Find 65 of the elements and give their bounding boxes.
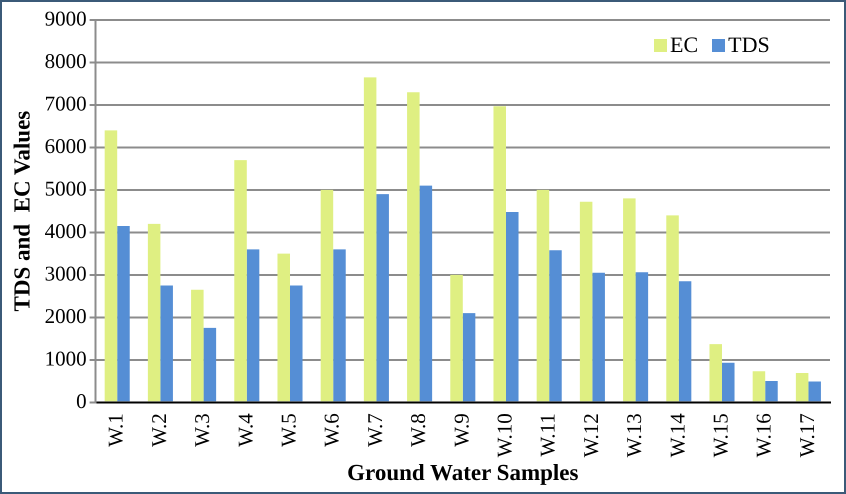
bar bbox=[333, 249, 346, 402]
x-tick-label: W.9 bbox=[449, 413, 474, 447]
bar bbox=[592, 272, 605, 402]
bar bbox=[752, 371, 766, 402]
y-tick-label: 6000 bbox=[44, 134, 87, 158]
bar bbox=[796, 372, 808, 402]
bar bbox=[290, 285, 303, 402]
x-tick-label: W.6 bbox=[320, 413, 344, 447]
bar bbox=[420, 186, 432, 402]
bar bbox=[623, 198, 636, 402]
bar bbox=[506, 212, 519, 402]
x-tick-label: W.10 bbox=[492, 413, 517, 458]
legend-label: EC bbox=[670, 32, 698, 58]
x-tick-label: W.3 bbox=[190, 413, 214, 447]
x-axis-title: Ground Water Samples bbox=[347, 460, 579, 486]
bar bbox=[709, 344, 722, 402]
bar bbox=[549, 250, 562, 402]
bar bbox=[234, 160, 247, 402]
x-tick-label: W.4 bbox=[233, 412, 258, 447]
bar bbox=[462, 313, 476, 402]
bar bbox=[450, 274, 463, 402]
y-tick-label: 2000 bbox=[44, 304, 87, 328]
bar bbox=[722, 362, 735, 402]
x-tick-label: W.15 bbox=[708, 413, 733, 458]
x-tick-label: W.5 bbox=[276, 413, 301, 447]
bar bbox=[765, 381, 778, 402]
bar bbox=[678, 281, 692, 402]
x-tick-label: W.2 bbox=[146, 413, 171, 447]
y-tick-label: 8000 bbox=[44, 48, 87, 73]
bar bbox=[104, 130, 118, 402]
bar bbox=[277, 254, 290, 402]
bar bbox=[364, 77, 376, 402]
x-tick-label: W.8 bbox=[406, 413, 430, 447]
x-tick-label: W.12 bbox=[578, 413, 603, 458]
bar bbox=[246, 249, 260, 402]
bar bbox=[160, 285, 173, 402]
bar bbox=[808, 381, 821, 402]
bar bbox=[580, 202, 592, 402]
bar bbox=[204, 328, 216, 402]
y-tick-label: 7000 bbox=[44, 91, 87, 116]
bar bbox=[376, 194, 389, 402]
y-tick-label: 1000 bbox=[44, 346, 87, 370]
bar bbox=[636, 272, 648, 402]
bar bbox=[666, 215, 679, 402]
y-tick-label: 4000 bbox=[44, 218, 87, 243]
x-tick-label: W.13 bbox=[622, 413, 646, 458]
bar bbox=[320, 190, 334, 402]
x-tick-label: W.17 bbox=[794, 413, 819, 458]
legend-label: TDS bbox=[728, 32, 770, 58]
x-tick-label: W.1 bbox=[104, 413, 128, 447]
x-tick-label: W.14 bbox=[665, 412, 690, 458]
bar bbox=[407, 92, 420, 402]
x-tick-label: W.11 bbox=[536, 413, 560, 457]
y-axis-title: TDS and EC Values bbox=[10, 110, 35, 312]
bar bbox=[493, 106, 506, 402]
x-tick-label: W.16 bbox=[752, 413, 776, 458]
y-tick-label: 3000 bbox=[44, 261, 87, 286]
bar bbox=[117, 226, 130, 402]
bar bbox=[191, 290, 204, 402]
y-tick-label: 0 bbox=[76, 388, 87, 413]
x-tick-label: W.7 bbox=[362, 413, 387, 447]
y-tick-label: 5000 bbox=[44, 176, 87, 200]
bar bbox=[148, 224, 160, 402]
bar bbox=[536, 190, 550, 402]
y-tick-label: 9000 bbox=[44, 6, 87, 31]
